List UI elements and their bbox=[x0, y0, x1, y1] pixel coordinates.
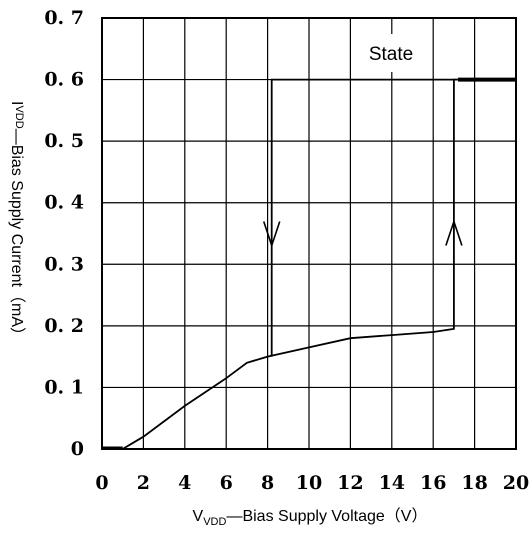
x-axis-title-main: V bbox=[193, 508, 204, 525]
x-tick-label: 6 bbox=[220, 472, 233, 494]
y-tick-label: 0. 3 bbox=[44, 253, 84, 275]
x-tick-label: 8 bbox=[261, 472, 274, 494]
x-axis-title-rest: —Bias Supply Voltage（V） bbox=[226, 507, 427, 525]
x-tick-labels: 0 2 4 6 8 10 12 14 16 18 20 bbox=[95, 472, 529, 494]
series-layer bbox=[102, 77, 516, 450]
series-line-2 bbox=[270, 78, 516, 357]
y-axis-title-rest: —Bias Supply Current（mA） bbox=[8, 129, 26, 343]
y-tick-label: 0. 5 bbox=[44, 130, 84, 152]
y-axis-title-main: I bbox=[8, 101, 25, 105]
x-tick-label: 14 bbox=[379, 472, 405, 494]
x-axis-title: VVDD—Bias Supply Voltage（V） bbox=[193, 507, 428, 528]
x-tick-label: 20 bbox=[503, 472, 529, 494]
y-tick-label: 0 bbox=[71, 438, 84, 460]
y-tick-labels: 0 0. 1 0. 2 0. 3 0. 4 0. 5 0. 6 0. 7 bbox=[44, 7, 84, 460]
arrow-layer bbox=[262, 218, 463, 249]
x-tick-label: 10 bbox=[296, 472, 322, 494]
y-tick-label: 0. 1 bbox=[44, 376, 84, 398]
y-tick-label: 0. 6 bbox=[44, 69, 84, 91]
y-tick-label: 0. 4 bbox=[44, 192, 84, 214]
y-tick-label: 0. 2 bbox=[44, 315, 84, 337]
state-annotation-box: State bbox=[352, 34, 430, 72]
x-tick-label: 12 bbox=[337, 472, 363, 494]
x-axis-title-sub: VDD bbox=[203, 516, 226, 528]
x-tick-label: 18 bbox=[461, 472, 487, 494]
x-tick-label: 16 bbox=[420, 472, 446, 494]
series-line-1 bbox=[102, 78, 516, 450]
y-axis-title-sub: VDD bbox=[13, 105, 25, 128]
arrow-up-marker bbox=[445, 218, 463, 246]
plot-frame bbox=[101, 17, 517, 450]
y-axis-title: IVDD—Bias Supply Current（mA） bbox=[8, 101, 26, 343]
x-tick-label: 4 bbox=[178, 472, 191, 494]
x-tick-label: 2 bbox=[137, 472, 150, 494]
x-tick-label: 0 bbox=[95, 472, 108, 494]
y-tick-label: 0. 7 bbox=[44, 7, 84, 29]
arrow-down-marker bbox=[262, 221, 281, 249]
state-annotation: State bbox=[369, 44, 413, 65]
